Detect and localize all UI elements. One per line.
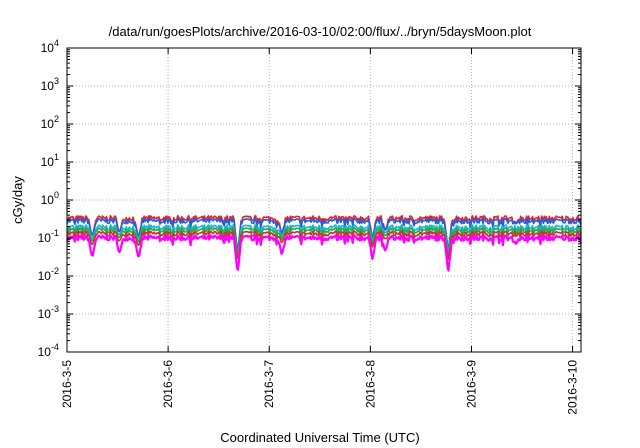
y-tick-label: 103 bbox=[41, 76, 59, 93]
y-tick-base: 10 bbox=[41, 41, 55, 55]
series-line bbox=[66, 217, 582, 251]
x-tick-label: 2016-3-5 bbox=[60, 360, 74, 408]
y-tick-base: 10 bbox=[38, 269, 52, 283]
y-tick-base: 10 bbox=[41, 117, 55, 131]
y-tick-label: 100 bbox=[41, 190, 59, 207]
y-tick-base: 10 bbox=[41, 193, 55, 207]
y-tick-label: 10-4 bbox=[38, 342, 59, 359]
y-tick-exponent: -4 bbox=[51, 342, 59, 352]
series-line bbox=[66, 224, 582, 254]
y-tick-exponent: -3 bbox=[51, 304, 59, 314]
x-tick-label: 2016-3-6 bbox=[161, 360, 175, 408]
x-tick-label: 2016-3-10 bbox=[566, 360, 580, 415]
y-tick-base: 10 bbox=[41, 79, 55, 93]
y-tick-exponent: -1 bbox=[51, 228, 59, 238]
y-tick-label: 104 bbox=[41, 38, 59, 55]
x-tick-label: 2016-3-8 bbox=[363, 360, 377, 408]
y-tick-base: 10 bbox=[38, 307, 52, 321]
y-tick-exponent: -2 bbox=[51, 266, 59, 276]
y-tick-base: 10 bbox=[38, 231, 52, 245]
y-tick-exponent: 1 bbox=[54, 152, 59, 162]
grid bbox=[67, 48, 581, 352]
y-axis-label: cGy/day bbox=[10, 176, 25, 224]
y-tick-exponent: 3 bbox=[54, 76, 59, 86]
x-tick-label: 2016-3-7 bbox=[262, 360, 276, 408]
x-tick-label: 2016-3-9 bbox=[464, 360, 478, 408]
plot-frame bbox=[66, 47, 582, 353]
y-tick-label: 10-3 bbox=[38, 304, 59, 321]
y-tick-label: 10-1 bbox=[38, 228, 59, 245]
y-tick-exponent: 0 bbox=[54, 190, 59, 200]
series-line bbox=[66, 226, 582, 257]
series-line bbox=[66, 230, 582, 260]
x-axis-label: Coordinated Universal Time (UTC) bbox=[220, 430, 419, 445]
y-tick-base: 10 bbox=[38, 345, 52, 359]
y-tick-label: 102 bbox=[41, 114, 59, 131]
y-tick-label: 101 bbox=[41, 152, 59, 169]
y-tick-exponent: 4 bbox=[54, 38, 59, 48]
x-tick-labels: 2016-3-5 2016-3-6 2016-3-7 2016-3-8 2016-3-9… bbox=[60, 48, 580, 415]
series-line bbox=[66, 234, 583, 272]
series-line bbox=[66, 214, 582, 251]
y-tick-base: 10 bbox=[41, 155, 55, 169]
y-tick-exponent: 2 bbox=[54, 114, 59, 124]
y-tick-label: 10-2 bbox=[38, 266, 59, 283]
chart-title: /data/run/goesPlots/archive/2016-03-10/0… bbox=[109, 24, 532, 39]
plot-series bbox=[66, 214, 583, 272]
